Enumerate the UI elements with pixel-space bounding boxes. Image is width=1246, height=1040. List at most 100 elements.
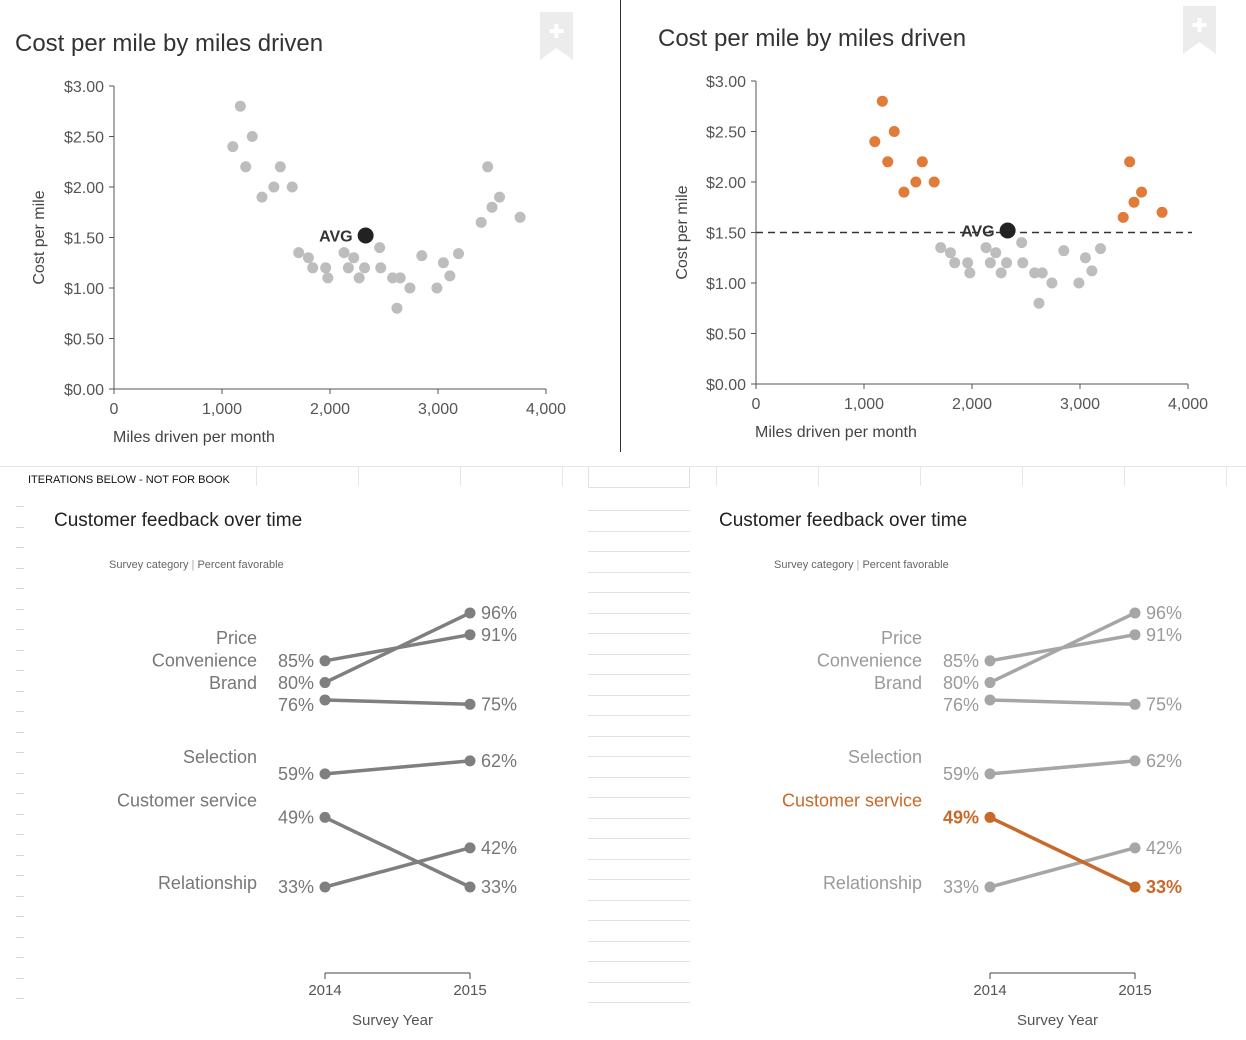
data-point (482, 161, 494, 173)
data-point (475, 216, 487, 228)
data-point (416, 250, 428, 262)
ruler-line (588, 900, 690, 901)
average-label: AVG (319, 228, 352, 245)
data-point (494, 191, 506, 203)
ruler-tick (16, 568, 24, 569)
bookmark-plus-icon[interactable] (540, 12, 573, 60)
data-point (1046, 277, 1058, 289)
y-tick-label: $0.50 (706, 327, 746, 344)
chart-title: Cost per mile by miles driven (658, 25, 967, 52)
series-line (989, 846, 1136, 889)
data-point (1029, 267, 1041, 279)
series-point (464, 607, 476, 619)
data-point (348, 252, 360, 264)
value-label-2015: 75% (481, 694, 517, 714)
value-label-2015: 91% (1146, 625, 1182, 645)
slope-panel-left: Customer feedback over time Survey categ… (0, 490, 588, 1040)
value-label-2014: 85% (943, 651, 979, 671)
series-point (319, 811, 331, 823)
category-label: Relationship (158, 873, 257, 893)
data-point (949, 257, 961, 269)
section-divider (0, 466, 1246, 467)
series-point (984, 694, 996, 706)
ruler-line (588, 982, 690, 983)
subtitle-category: Survey category (109, 559, 189, 571)
data-point (486, 201, 498, 213)
x-tick-label: 2015 (453, 982, 486, 999)
data-point (1016, 237, 1028, 249)
category-label: Brand (209, 673, 257, 693)
category-label: Selection (848, 747, 922, 767)
ruler-line (588, 838, 690, 839)
data-point (916, 156, 928, 168)
data-point (320, 262, 332, 274)
data-point (1058, 245, 1070, 257)
value-label-2015: 33% (1146, 877, 1182, 897)
ruler-line (588, 695, 690, 696)
data-point (514, 211, 526, 223)
scatter-plot: 0 1,000 2,000 3,000 4,000 $0.00 $0.50 $1.00 $1.5… (674, 74, 1208, 441)
data-point (437, 257, 449, 269)
ruler-tick (16, 547, 24, 548)
data-point (293, 247, 305, 259)
ruler-tick (16, 650, 24, 651)
series-point (1129, 698, 1141, 710)
series-point (984, 768, 996, 780)
series-point (1129, 842, 1141, 854)
series-line (324, 815, 471, 889)
ruler-line (588, 510, 690, 511)
ruler-tick (16, 711, 24, 712)
panel-divider (620, 0, 621, 452)
ruler-line (588, 531, 690, 532)
value-label-2015: 75% (1146, 694, 1182, 714)
slope-panel-right: Customer feedback over time Survey categ… (665, 490, 1246, 1040)
data-point (274, 161, 286, 173)
y-tick-label: $1.50 (706, 226, 746, 243)
bookmark-plus-icon[interactable] (1183, 6, 1216, 54)
ruler-line (588, 756, 690, 757)
value-label-2014: 80% (278, 673, 314, 693)
value-label-2015: 62% (1146, 751, 1182, 771)
data-point (246, 131, 258, 142)
ruler-line (588, 1002, 690, 1003)
data-point (876, 95, 888, 107)
data-point (1156, 206, 1168, 218)
series-line (989, 611, 1136, 685)
grid-tick (1226, 466, 1227, 486)
ruler-line (588, 633, 690, 634)
subtitle-category: Survey category (774, 559, 854, 571)
data-point (322, 272, 334, 284)
ruler-line (588, 920, 690, 921)
ruler-tick (16, 916, 24, 917)
series-point (464, 842, 476, 854)
data-point (387, 272, 399, 284)
series-point (1129, 629, 1141, 641)
category-label: Brand (874, 673, 922, 693)
ruler-line (588, 941, 690, 942)
ruler-tick (16, 814, 24, 815)
x-tick-label: 2014 (308, 982, 341, 999)
category-label: Customer service (117, 790, 257, 810)
series-point (1129, 755, 1141, 767)
data-point (234, 100, 246, 112)
value-label-2015: 42% (1146, 838, 1182, 858)
series-point (319, 694, 331, 706)
series-line (324, 846, 471, 889)
x-axis-label: Miles driven per month (755, 424, 917, 441)
series-point (984, 881, 996, 893)
ruler-tick (16, 527, 24, 528)
y-tick-label: $2.50 (706, 125, 746, 142)
value-label-2014: 49% (943, 807, 979, 827)
ruler-tick (16, 793, 24, 794)
y-tick-label: $1.50 (64, 231, 104, 248)
data-point (1036, 267, 1048, 279)
data-point (431, 282, 443, 294)
value-label-2014: 59% (943, 764, 979, 784)
y-axis-label: Cost per mile (31, 190, 48, 284)
average-point (999, 222, 1016, 239)
value-label-2015: 96% (481, 603, 517, 623)
data-point (928, 176, 940, 188)
ruler-line (588, 879, 690, 880)
ruler-tick (16, 978, 24, 979)
scatter-panel-right: Cost per mile by miles driven 0 1,000 2,00… (622, 0, 1246, 452)
